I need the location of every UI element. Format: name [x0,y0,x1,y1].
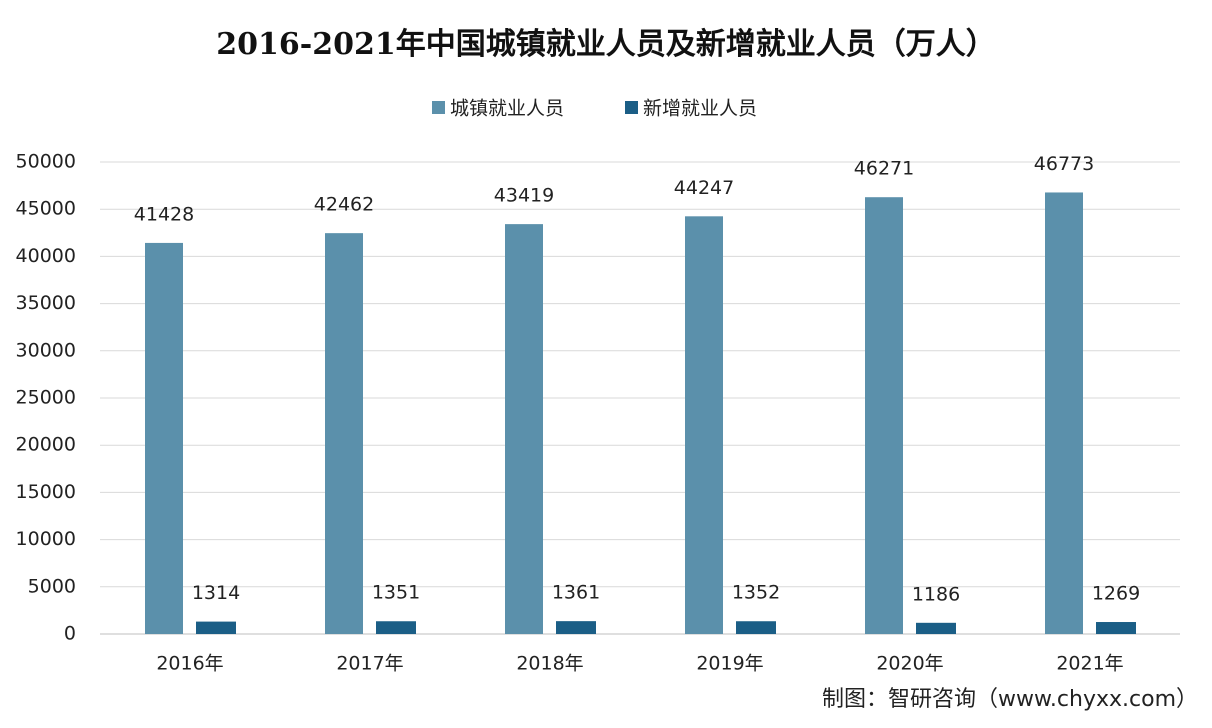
data-label: 1269 [1092,583,1140,605]
y-tick-label: 40000 [16,245,76,267]
y-tick-label: 10000 [16,528,76,550]
bar [325,233,363,634]
data-label: 1361 [552,582,600,604]
source-note: 制图：智研咨询（www.chyxx.com） [822,687,1198,712]
data-label: 41428 [134,203,194,225]
data-label: 1352 [732,582,780,604]
data-label: 46271 [854,158,914,180]
data-label: 1314 [192,582,240,604]
bar [1045,192,1083,634]
data-label: 46773 [1034,153,1094,175]
y-tick-label: 15000 [16,481,76,503]
bar [556,621,596,634]
x-tick-label: 2019年 [696,653,763,675]
legend-swatch [432,101,445,114]
chart-title: 2016-2021年中国城镇就业人员及新增就业人员（万人） [216,27,995,62]
legend-swatch [625,101,638,114]
bar [145,242,183,634]
legend-label: 城镇就业人员 [450,98,564,120]
y-tick-label: 25000 [16,387,76,409]
data-label: 1186 [912,583,960,605]
bar [736,621,776,634]
x-tick-label: 2017年 [336,653,403,675]
y-tick-label: 50000 [16,151,76,173]
bar [685,216,723,634]
bar [1096,622,1136,634]
bar [865,197,903,634]
x-tick-label: 2016年 [156,653,223,675]
y-tick-label: 35000 [16,292,76,314]
y-tick-label: 45000 [16,198,76,220]
y-tick-label: 0 [64,623,76,645]
y-tick-label: 30000 [16,339,76,361]
bar [376,621,416,634]
data-label: 44247 [674,177,734,199]
bar [916,622,956,634]
bar [196,621,236,634]
data-label: 43419 [494,185,554,207]
x-tick-label: 2018年 [516,653,583,675]
x-tick-label: 2020年 [876,653,943,675]
data-label: 42462 [314,194,374,216]
bar [505,224,543,634]
y-tick-label: 20000 [16,434,76,456]
y-tick-label: 5000 [28,575,76,597]
data-label: 1351 [372,582,420,604]
x-tick-label: 2021年 [1056,653,1123,675]
legend-label: 新增就业人员 [643,98,757,120]
